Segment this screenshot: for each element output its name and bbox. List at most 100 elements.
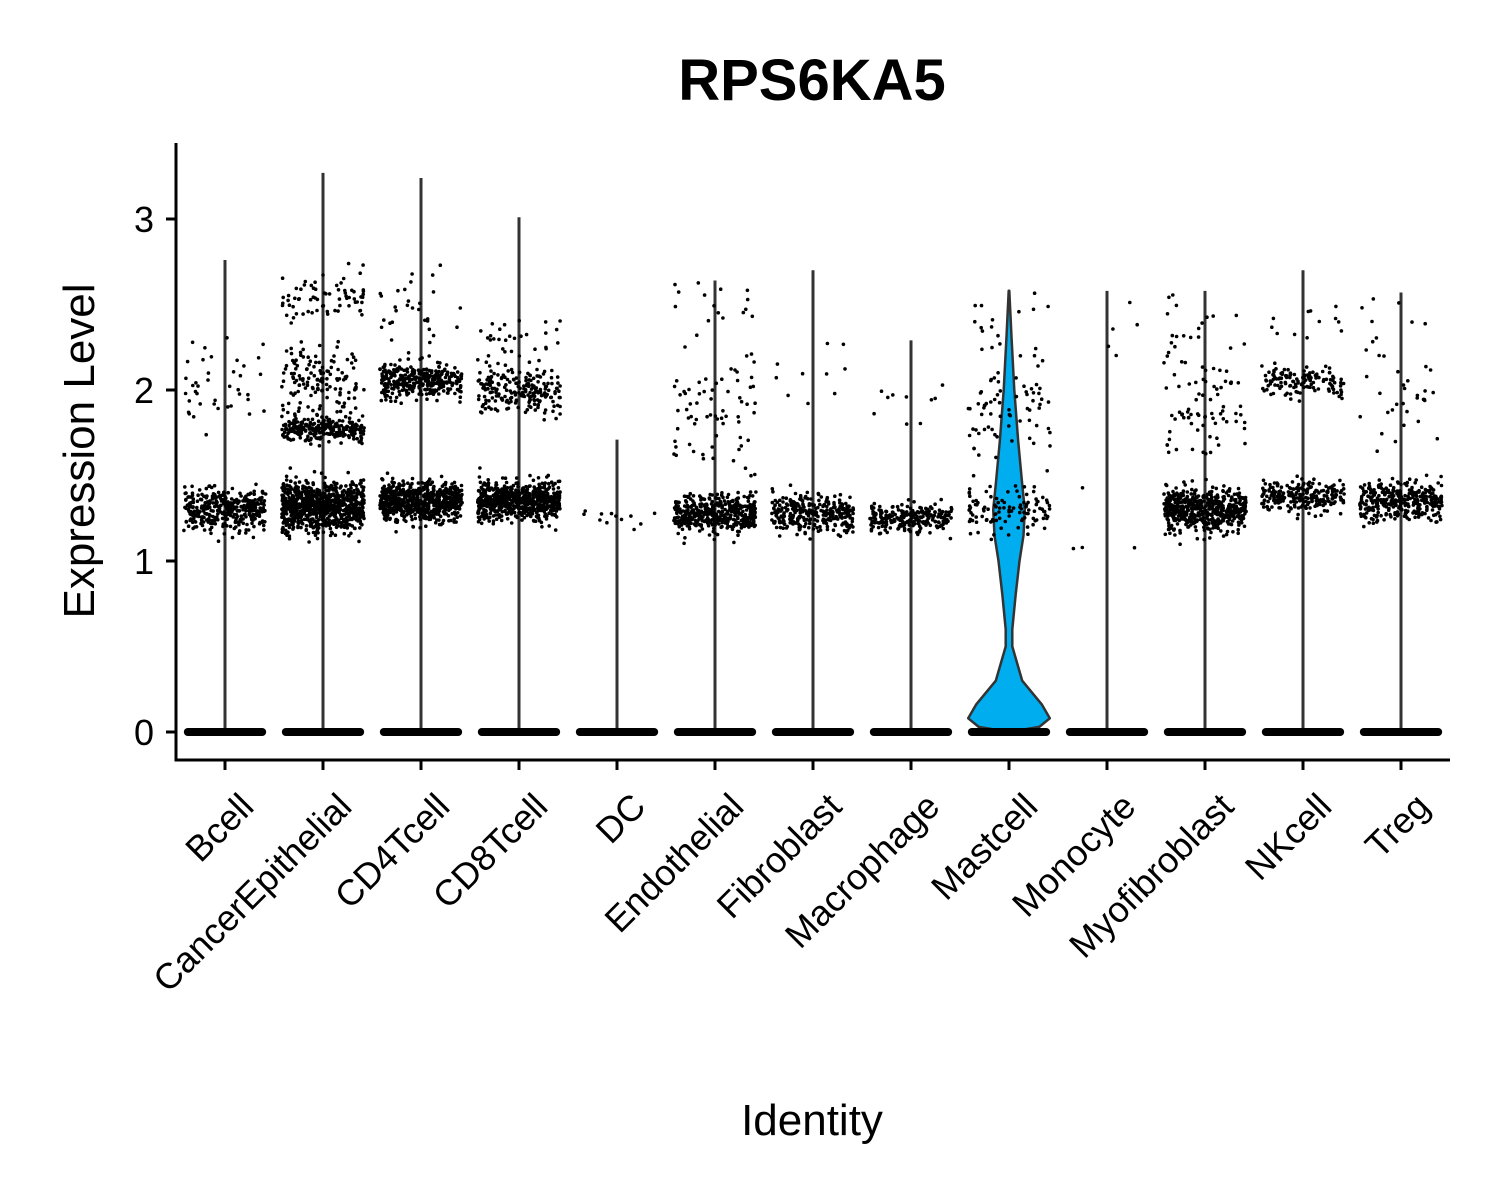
data-point [910,508,915,513]
data-point [832,391,837,396]
data-point [652,511,657,516]
data-point [883,517,888,521]
data-point [549,504,554,509]
data-point [994,496,999,501]
data-point [349,531,353,536]
data-point [359,509,364,513]
data-point [1025,525,1030,529]
data-point [432,376,437,380]
data-point [946,513,951,518]
data-point [394,517,398,522]
data-point [409,365,413,369]
data-point [702,293,707,297]
data-point [317,526,321,530]
data-point [282,511,287,515]
data-point [934,524,939,528]
data-point [214,515,218,520]
data-point [726,516,731,521]
data-point [206,378,210,382]
data-point [424,524,428,528]
data-point [418,525,423,530]
data-point [553,512,557,517]
data-point [773,503,777,507]
point-cluster-cancerepithelial-1 [280,412,366,448]
data-point [770,518,774,522]
data-point [514,476,519,480]
data-point [489,508,493,513]
data-point [517,380,521,384]
data-point [433,388,438,392]
data-point [531,504,536,509]
data-point [700,527,705,531]
data-point [379,294,384,298]
data-point [807,525,811,530]
data-point [358,526,362,530]
data-point [308,424,312,429]
data-point [192,509,197,514]
data-point [302,517,307,522]
data-point [735,529,740,534]
data-point [782,511,786,515]
data-point [919,506,923,510]
data-point [190,520,195,524]
data-point [456,388,460,392]
data-point [512,378,516,382]
data-point [311,517,315,521]
data-point [512,491,516,495]
data-point [397,482,401,486]
data-point [1018,510,1022,515]
data-point [341,496,346,501]
data-point [821,504,825,509]
data-point [296,515,301,520]
data-point [294,358,298,363]
data-point [753,401,757,406]
data-point [985,517,989,522]
data-point [686,416,691,420]
data-point [485,487,490,491]
data-point [492,371,496,376]
data-point [746,522,750,527]
data-point [297,521,301,525]
data-point [745,288,750,293]
data-point [738,396,742,400]
data-point [221,524,225,529]
data-point [404,491,409,495]
data-point [598,518,602,522]
data-point [917,524,922,528]
data-point [505,486,510,490]
data-point [526,393,530,397]
data-point [729,499,733,504]
data-point [301,500,305,504]
data-point [281,407,286,412]
data-point [785,524,790,529]
data-point [420,383,425,388]
data-point [200,504,204,509]
data-point [341,427,346,431]
zero-points-dc [575,728,659,736]
data-point [358,482,362,486]
data-point [360,300,364,305]
data-point [361,288,366,292]
data-point [413,491,418,496]
data-point [289,479,293,484]
data-point [942,516,947,520]
data-point [292,361,297,366]
data-point [307,427,312,431]
data-point [632,527,636,532]
data-point [356,427,361,432]
data-point [440,484,445,489]
data-point [191,415,196,419]
data-point [807,502,812,506]
data-point [320,380,325,384]
data-point [389,493,394,497]
data-point [921,514,925,519]
data-point [507,496,512,500]
data-point [183,491,187,496]
data-point [361,494,366,498]
data-point [543,408,548,412]
data-point [687,516,692,521]
data-point [253,513,257,517]
data-point [536,380,540,384]
data-point [908,513,913,518]
data-point [706,318,711,323]
